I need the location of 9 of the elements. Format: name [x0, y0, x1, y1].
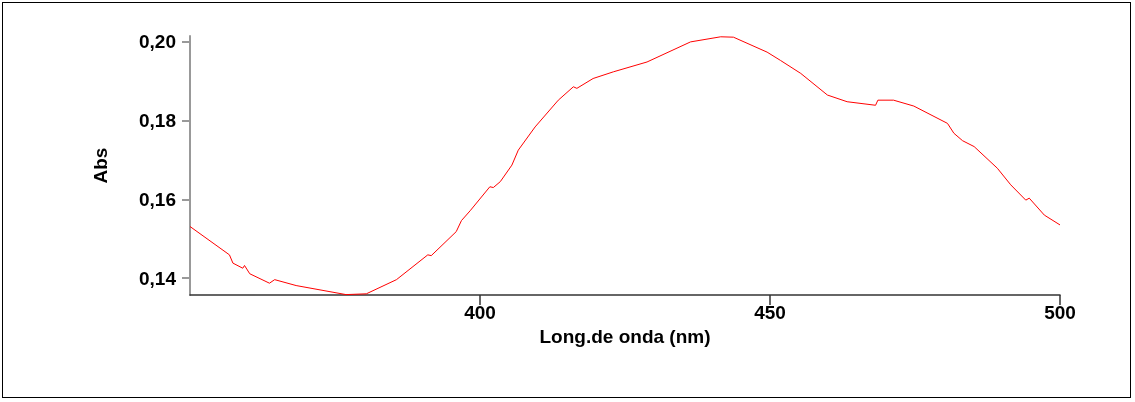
x-tick-label: 400	[464, 302, 496, 323]
y-tick-label: 0,14	[139, 267, 177, 289]
x-tick-label: 500	[1044, 302, 1076, 323]
y-axis-title: Abs	[90, 147, 111, 184]
y-tick-label: 0,18	[139, 110, 176, 132]
y-tick-label: 0,16	[139, 188, 176, 210]
x-tick-label: 450	[754, 302, 786, 323]
x-axis-title: Long.de onda (nm)	[539, 325, 711, 347]
y-tick-label: 0,20	[139, 31, 176, 53]
